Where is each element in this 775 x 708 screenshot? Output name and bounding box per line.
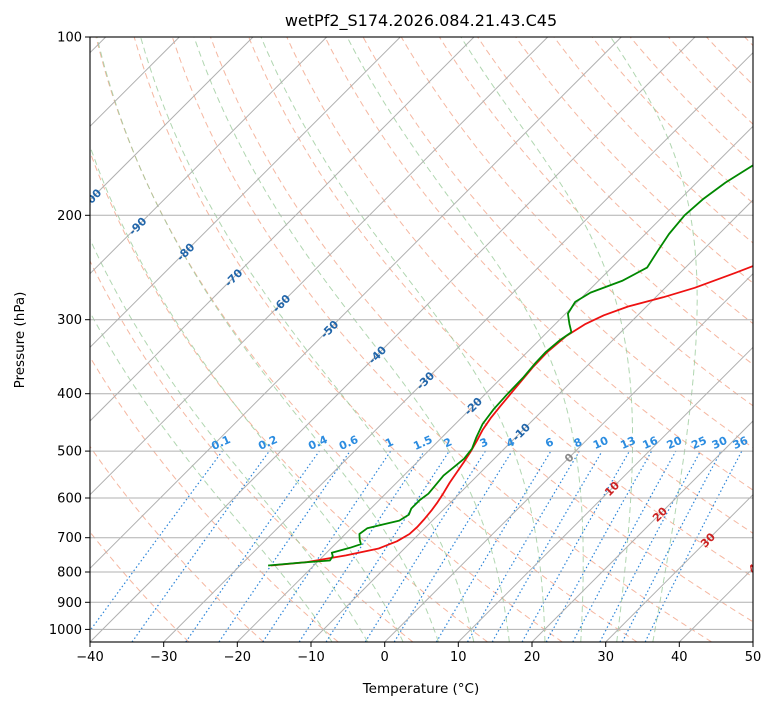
moist-adiabat: [96, 37, 439, 642]
y-tick-label: 1000: [49, 623, 82, 638]
x-tick-label: 50: [745, 650, 762, 665]
mixing-ratio-line: [325, 450, 450, 642]
mixing-ratio-line: [545, 450, 653, 642]
moist-adiabat: [140, 37, 475, 642]
x-tick-label: −40: [76, 650, 103, 665]
y-tick-label: 200: [57, 209, 82, 224]
isotherm: [90, 37, 549, 496]
isotherm: [163, 51, 753, 642]
y-axis-ticks: 1000 900 800 700 600 500 400 300 200 100: [49, 31, 90, 638]
isotherm: [90, 37, 622, 570]
dry-adiabat: [324, 37, 753, 491]
isotherm-label: 40: [746, 556, 766, 576]
mixing-ratio-lines: [90, 450, 743, 642]
mixing-ratio-line: [262, 450, 392, 642]
isotherms: [90, 37, 753, 642]
dry-adiabat: [286, 37, 753, 534]
mixing-ratio-line: [644, 450, 743, 642]
x-tick-label: −30: [150, 650, 177, 665]
isotherm: [457, 346, 753, 642]
isotherm: [310, 199, 753, 642]
moist-adiabat: [90, 238, 369, 642]
dry-adiabat: [90, 259, 414, 642]
mixing-ratio-line: [521, 450, 631, 642]
y-tick-label: 400: [57, 387, 82, 402]
x-tick-label: 20: [524, 650, 541, 665]
y-axis-label: Pressure (hPa): [12, 292, 28, 389]
y-tick-label: 500: [57, 445, 82, 460]
mixing-ratio-line: [298, 450, 425, 642]
moist-adiabat: [460, 37, 633, 642]
x-tick-label: −10: [297, 650, 324, 665]
x-axis-ticks: −40 −30 −20 −10 0 10 20 30 40 50: [76, 642, 761, 665]
dry-adiabat: [515, 37, 753, 284]
y-tick-label: 800: [57, 566, 82, 581]
mixing-ratio-line: [572, 450, 677, 642]
isotherm: [90, 37, 696, 642]
x-tick-label: 30: [597, 650, 614, 665]
mixing-ratio-label: 36: [731, 434, 751, 452]
isotherm: [605, 493, 753, 642]
mixing-ratio-label: 25: [689, 434, 708, 452]
y-tick-label: 600: [57, 492, 82, 507]
isotherm: [90, 37, 475, 422]
isotherm: [384, 272, 753, 642]
mixing-ratio-label: 30: [710, 434, 730, 452]
y-tick-label: 700: [57, 531, 82, 546]
dry-adiabat: [210, 37, 753, 623]
dry-adiabat: [95, 37, 563, 642]
moist-adiabats: [90, 37, 698, 642]
x-tick-label: 10: [450, 650, 467, 665]
x-axis-label: Temperature (°C): [362, 681, 480, 697]
dry-adiabat: [90, 356, 339, 642]
isobars: [90, 37, 753, 630]
mixing-ratio-line: [393, 450, 513, 642]
x-tick-label: 40: [671, 650, 688, 665]
moist-adiabat: [90, 311, 333, 642]
moist-adiabat: [90, 144, 404, 642]
x-tick-label: −20: [224, 650, 251, 665]
mixing-ratio-line: [185, 450, 320, 642]
profile-series: [268, 164, 753, 567]
isotherm: [236, 125, 753, 642]
y-tick-label: 300: [57, 313, 82, 328]
moist-adiabat: [610, 37, 698, 642]
isotherm: [90, 37, 254, 201]
plot-frame: [89, 36, 754, 643]
mixing-ratio-line: [131, 450, 270, 642]
moist-adiabat: [346, 37, 584, 642]
mixing-ratio-label: 13: [618, 434, 637, 452]
mixing-ratio-label: 10: [591, 434, 611, 452]
dry-adiabat: [90, 445, 264, 642]
chart-title: wetPf2_S174.2026.084.21.43.C45: [285, 11, 557, 31]
mixing-ratio-label: 20: [665, 434, 685, 452]
mixing-ratio-line: [218, 450, 351, 642]
mixing-ratio-line: [90, 450, 223, 632]
dry-adiabat: [171, 37, 712, 642]
dewpoint-line: [268, 164, 753, 567]
isotherm: [531, 420, 753, 642]
moist-adiabat: [193, 37, 510, 642]
y-tick-label: 900: [57, 596, 82, 611]
isotherm: [90, 37, 328, 275]
y-tick-label: 100: [57, 31, 82, 46]
moist-adiabat: [260, 37, 546, 642]
mixing-ratio-label: 16: [641, 434, 661, 452]
x-tick-label: 0: [381, 650, 389, 665]
dry-adiabat: [248, 37, 753, 578]
isotherm: [90, 37, 401, 349]
